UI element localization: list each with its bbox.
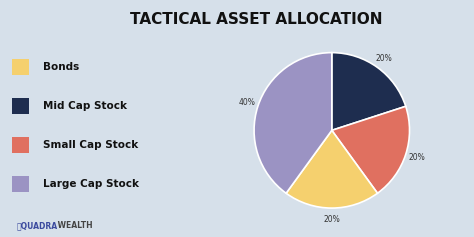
- Text: Small Cap Stock: Small Cap Stock: [43, 140, 138, 150]
- Wedge shape: [332, 53, 406, 130]
- Text: WEALTH: WEALTH: [55, 221, 92, 230]
- Text: Bonds: Bonds: [43, 62, 79, 72]
- Text: Large Cap Stock: Large Cap Stock: [43, 179, 139, 189]
- Text: 20%: 20%: [409, 154, 425, 163]
- Text: 40%: 40%: [238, 98, 255, 107]
- FancyBboxPatch shape: [12, 176, 29, 192]
- Wedge shape: [332, 106, 410, 193]
- FancyBboxPatch shape: [12, 59, 29, 75]
- Text: 20%: 20%: [376, 54, 393, 63]
- Text: ⎕QUADRA: ⎕QUADRA: [17, 221, 58, 230]
- Wedge shape: [254, 53, 332, 193]
- Text: Mid Cap Stock: Mid Cap Stock: [43, 101, 127, 111]
- FancyBboxPatch shape: [12, 137, 29, 153]
- FancyBboxPatch shape: [12, 98, 29, 114]
- Wedge shape: [286, 130, 377, 208]
- Text: TACTICAL ASSET ALLOCATION: TACTICAL ASSET ALLOCATION: [130, 12, 382, 27]
- Text: 20%: 20%: [323, 215, 340, 224]
